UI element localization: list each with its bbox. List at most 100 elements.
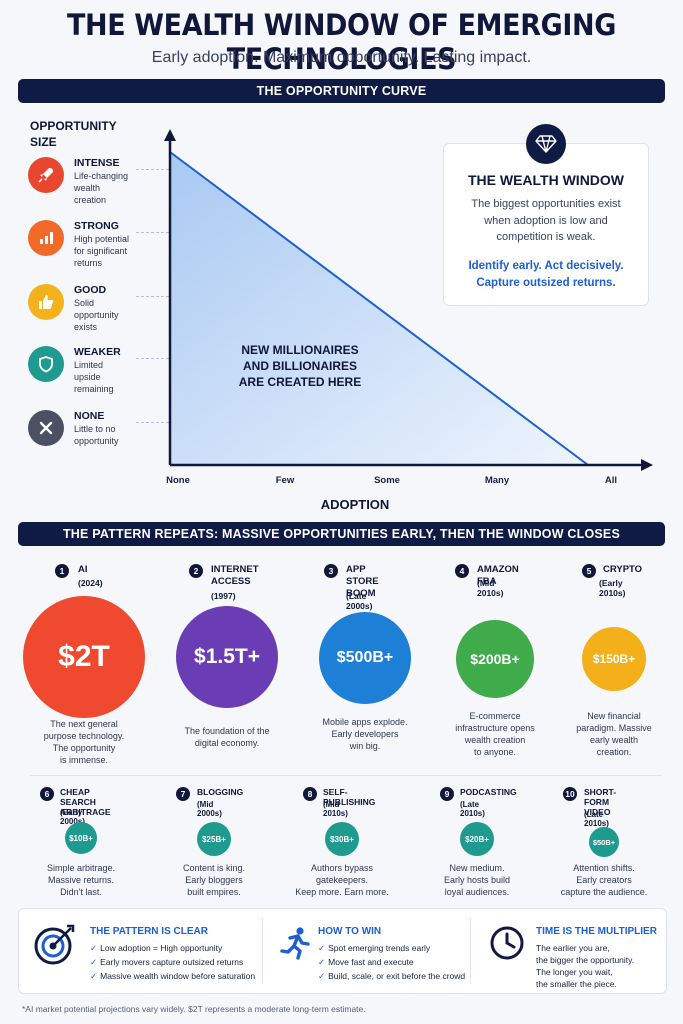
level-good: GOOD Solid opportunity exists: [28, 284, 194, 332]
era-desc: Simple arbitrage. Massive returns. Didn't …: [46, 863, 116, 897]
level-name: STRONG: [74, 220, 119, 232]
era-year: (Mid 2000s): [197, 800, 222, 818]
era-value-bubble: $30B+: [325, 822, 359, 856]
pattern-item: ✓ Low adoption = High opportunity: [90, 943, 223, 953]
pattern-section-bar: THE PATTERN REPEATS: MASSIVE OPPORTUNITI…: [18, 522, 665, 546]
era-number: 4: [455, 564, 469, 578]
era-number: 1: [55, 564, 69, 578]
era-number: 8: [303, 787, 317, 801]
level-desc: Limited upside remaining: [74, 360, 114, 394]
era-name: SHORT-FORM VIDEO: [584, 787, 617, 817]
era-number: 10: [563, 787, 577, 801]
footnote: *AI market potential projections vary wi…: [22, 1004, 366, 1014]
level-dash: [136, 232, 194, 233]
x-tick-none: None: [166, 475, 190, 486]
era-name: INTERNET ACCESS: [211, 564, 259, 587]
era-desc: Authors bypass gatekeepers. Keep more. Ear…: [295, 863, 389, 897]
clock-icon: [489, 925, 525, 966]
level-desc: Solid opportunity exists: [74, 298, 119, 332]
era-number: 5: [582, 564, 596, 578]
how-item: ✓ Build, scale, or exit before the crowd: [318, 971, 466, 981]
target-icon: [33, 922, 77, 971]
level-desc: Little to no opportunity: [74, 424, 119, 446]
level-name: NONE: [74, 410, 105, 422]
diamond-icon: [526, 124, 566, 164]
time-multiplier-text: The earlier you are, the bigger the oppo…: [536, 943, 635, 989]
pattern-clear-title: THE PATTERN IS CLEAR: [90, 926, 208, 937]
time-multiplier-title: TIME IS THE MULTIPLIER: [536, 926, 657, 937]
opportunity-curve: [164, 129, 653, 471]
page-title: THE WEALTH WINDOW OF EMERGING TECHNOLOGI…: [66, 8, 616, 76]
level-dash: [136, 422, 194, 423]
x-tick-some: Some: [374, 475, 400, 486]
thumbs-up-icon: [28, 284, 64, 320]
level-dash: [136, 358, 194, 359]
era-value-bubble: $25B+: [197, 822, 231, 856]
page-subtitle: Early adoption. Maximum opportunity. Las…: [151, 49, 532, 66]
level-strong: STRONG High potential for significant retu…: [28, 220, 194, 268]
era-name: PODCASTING: [460, 787, 517, 797]
wealth-window-text: The biggest opportunities exist when ado…: [471, 198, 621, 243]
era-number: 6: [40, 787, 54, 801]
era-year: (Late 2010s): [584, 810, 609, 828]
x-icon: [28, 410, 64, 446]
wealth-window-title: THE WEALTH WINDOW: [467, 172, 625, 188]
wealth-window-box: [443, 143, 649, 306]
x-axis-title: ADOPTION: [320, 497, 390, 512]
era-name: SELF-PUBLISHING: [323, 787, 376, 807]
era-number: 3: [324, 564, 338, 578]
rocket-icon: [28, 157, 64, 193]
x-tick-all: All: [604, 475, 618, 486]
era-value-bubble: $2T: [23, 596, 145, 718]
era-value-bubble: $1.5T+: [176, 606, 278, 708]
level-dash: [136, 296, 194, 297]
era-year: (2024): [78, 578, 103, 588]
era-year: (Late 2010s): [460, 800, 485, 818]
opportunity-line: [169, 151, 589, 466]
y-axis-arrow: [164, 129, 176, 141]
era-name: AI: [78, 564, 88, 575]
era-value-bubble: $150B+: [582, 627, 646, 691]
era-number: 9: [440, 787, 454, 801]
era-name: AMAZON FBA: [477, 564, 519, 587]
era-value-bubble: $10B+: [65, 822, 97, 854]
level-intense: INTENSE Life-changing wealth creation: [28, 157, 194, 205]
era-name: CRYPTO: [603, 564, 643, 575]
level-name: WEAKER: [74, 346, 121, 358]
how-item: ✓ Spot emerging trends early: [318, 943, 431, 953]
era-desc: The foundation of the digital economy.: [184, 726, 270, 748]
curve-section-bar: THE OPPORTUNITY CURVE: [18, 79, 665, 103]
level-name: GOOD: [74, 284, 107, 296]
runner-icon: [278, 926, 312, 965]
era-year: (Mid 2010s): [323, 800, 348, 818]
era-desc: E-commerce infrastructure opens wealth cre…: [455, 711, 535, 757]
era-value-bubble: $500B+: [319, 612, 411, 704]
era-value-bubble: $50B+: [589, 827, 619, 857]
era-desc: Content is king. Early bloggers built empi…: [182, 863, 246, 897]
x-tick-many: Many: [484, 475, 510, 486]
how-to-win-title: HOW TO WIN: [318, 926, 382, 937]
era-desc: Mobile apps explode. Early developers win …: [322, 717, 408, 751]
level-desc: High potential for significant returns: [74, 234, 130, 268]
era-year: (Early 2010s): [599, 578, 626, 598]
level-weaker: WEAKER Limited upside remaining: [28, 346, 194, 394]
era-desc: New financial paradigm. Massive early weal…: [576, 711, 652, 757]
level-none: NONE Little to no opportunity: [28, 410, 194, 454]
era-value-bubble: $200B+: [456, 620, 534, 698]
x-axis-arrow: [641, 459, 653, 471]
wealth-window-cta: Identify early. Act decisively. Capture …: [468, 260, 624, 289]
era-year: (Mid 2010s): [477, 578, 504, 598]
bar-chart-icon: [28, 220, 64, 256]
summary-separator: [470, 918, 471, 984]
era-desc: The next general purpose technology. The o…: [43, 719, 125, 765]
level-desc: Life-changing wealth creation: [74, 171, 129, 205]
era-name: BLOGGING: [197, 787, 244, 797]
era-desc: Attention shifts. Early creators capture t…: [560, 863, 648, 897]
era-name: APP STORE BOOM: [346, 564, 379, 599]
area-label: NEW MILLIONAIRES AND BILLIONAIRES ARE CR…: [238, 343, 362, 389]
era-number: 2: [189, 564, 203, 578]
how-item: ✓ Move fast and execute: [318, 957, 414, 967]
shield-icon: [28, 346, 64, 382]
x-tick-few: Few: [275, 475, 295, 486]
era-desc: New medium. Early hosts build loyal audien…: [443, 863, 511, 897]
